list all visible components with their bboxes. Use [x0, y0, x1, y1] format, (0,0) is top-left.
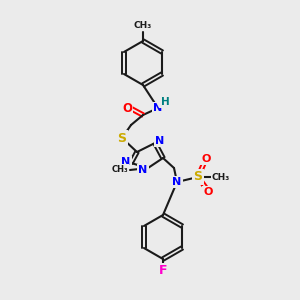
- Text: H: H: [160, 97, 169, 107]
- Text: N: N: [153, 103, 163, 113]
- Text: S: S: [194, 170, 202, 184]
- Text: N: N: [172, 177, 182, 187]
- Text: N: N: [122, 157, 130, 167]
- Text: N: N: [138, 165, 148, 175]
- Text: O: O: [203, 187, 213, 197]
- Text: O: O: [201, 154, 211, 164]
- Text: S: S: [118, 131, 127, 145]
- Text: CH₃: CH₃: [112, 166, 128, 175]
- Text: F: F: [159, 265, 167, 278]
- Text: CH₃: CH₃: [212, 172, 230, 182]
- Text: CH₃: CH₃: [134, 20, 152, 29]
- Text: N: N: [155, 136, 165, 146]
- Text: O: O: [122, 101, 132, 115]
